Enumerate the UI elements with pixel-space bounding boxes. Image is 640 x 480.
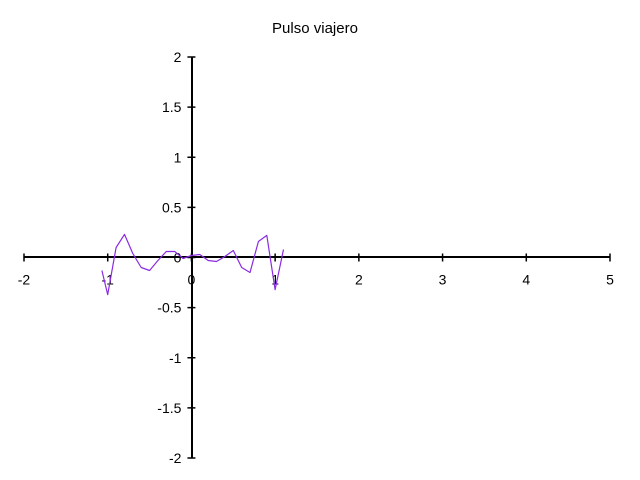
- x-tick-label: -2: [18, 272, 31, 288]
- y-tick-label: -1.5: [157, 400, 181, 416]
- series-line: [101, 233, 285, 296]
- x-tick-label: -1: [101, 272, 114, 288]
- y-tick-label: -0.5: [157, 300, 181, 316]
- x-tick-label: 0: [188, 272, 196, 288]
- chart-title: Pulso viajero: [272, 20, 358, 37]
- x-tick-label: 3: [439, 272, 447, 288]
- y-tick-label: 1: [174, 149, 182, 165]
- x-tick-label: 5: [606, 272, 614, 288]
- x-tick-label: 1: [271, 272, 279, 288]
- y-tick-label: 2: [174, 49, 182, 65]
- x-tick-label: 4: [522, 272, 530, 288]
- x-tick-label: 2: [355, 272, 363, 288]
- y-tick-label: 0.5: [162, 199, 182, 215]
- x-ticks: -2 -1 0 1 2 3 4 5: [18, 253, 614, 288]
- y-tick-label: -2: [169, 450, 182, 466]
- y-tick-label: -1: [169, 350, 182, 366]
- y-ticks: 2 1.5 1 0.5 0 -0.5 -1 -1.5 -2: [157, 49, 196, 466]
- y-tick-label: 1.5: [162, 99, 182, 115]
- series-layer: [101, 233, 285, 296]
- y-tick-label: 0: [174, 250, 182, 266]
